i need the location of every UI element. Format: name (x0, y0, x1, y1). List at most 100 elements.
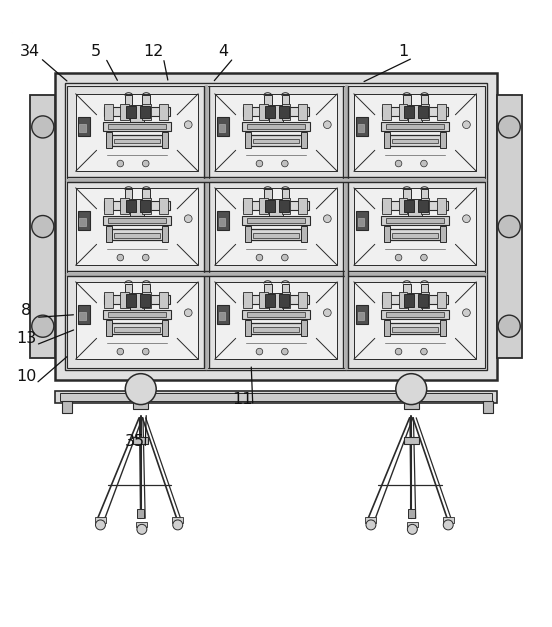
Bar (206, 85, 346, 179)
Bar (389, 323, 442, 334)
Bar (104, 292, 113, 308)
Bar (399, 292, 407, 308)
Bar (358, 218, 364, 226)
Circle shape (443, 520, 453, 530)
Bar (243, 292, 252, 308)
Bar (356, 305, 368, 324)
Bar (301, 226, 307, 242)
Bar (104, 107, 170, 116)
Bar (108, 218, 166, 223)
Circle shape (142, 255, 149, 261)
Bar (346, 273, 485, 367)
Bar (125, 283, 132, 295)
Bar (443, 517, 454, 523)
Bar (245, 320, 251, 336)
Bar (243, 107, 309, 116)
Circle shape (142, 348, 149, 355)
Bar (269, 293, 283, 312)
Bar (282, 198, 290, 214)
Bar (421, 189, 428, 201)
Bar (437, 104, 446, 120)
Bar (382, 295, 448, 304)
Bar (106, 132, 112, 148)
Bar (269, 199, 283, 218)
Bar (76, 188, 198, 265)
Bar (358, 124, 364, 132)
Bar (76, 94, 198, 171)
Circle shape (125, 374, 156, 404)
Bar (162, 226, 168, 242)
Text: 10: 10 (16, 369, 36, 384)
Bar (104, 198, 113, 214)
Bar (386, 218, 444, 223)
Bar (282, 292, 290, 308)
Bar (242, 310, 310, 319)
Bar (103, 310, 171, 319)
Bar (126, 295, 136, 307)
Circle shape (256, 161, 263, 167)
Bar (172, 517, 183, 523)
Bar (247, 124, 305, 129)
Bar (404, 201, 414, 213)
Bar (219, 312, 225, 320)
Bar (67, 179, 206, 273)
Bar (243, 198, 252, 214)
Bar (381, 122, 449, 131)
Bar (497, 95, 522, 357)
Bar (421, 283, 428, 295)
Text: 12: 12 (144, 44, 163, 59)
Circle shape (323, 215, 331, 223)
Circle shape (323, 309, 331, 317)
Bar (130, 293, 144, 312)
Bar (215, 188, 337, 265)
Bar (78, 211, 90, 229)
Bar (403, 189, 411, 201)
Bar (440, 320, 446, 336)
Bar (264, 283, 272, 295)
Bar (264, 189, 272, 201)
Bar (245, 132, 251, 148)
Bar (250, 229, 302, 240)
Bar (108, 124, 166, 129)
Bar (79, 124, 86, 132)
Circle shape (173, 520, 183, 530)
Bar (142, 189, 150, 201)
Bar (298, 292, 307, 308)
Bar (67, 273, 206, 367)
Bar (104, 104, 113, 120)
Circle shape (95, 520, 105, 530)
Bar (265, 201, 275, 213)
Circle shape (137, 524, 147, 534)
Bar (136, 522, 147, 527)
Circle shape (395, 255, 402, 261)
Bar (140, 107, 150, 119)
Text: 34: 34 (20, 44, 40, 59)
Bar (354, 282, 476, 359)
Bar (392, 233, 438, 238)
Circle shape (256, 348, 263, 355)
Bar (382, 201, 448, 210)
Bar (206, 273, 346, 367)
Bar (440, 226, 446, 242)
Circle shape (184, 121, 192, 129)
Circle shape (421, 255, 427, 261)
Bar (125, 95, 132, 107)
Text: 1: 1 (398, 44, 408, 59)
Circle shape (184, 215, 192, 223)
Bar (253, 139, 299, 144)
Circle shape (184, 309, 192, 317)
Bar (79, 218, 86, 226)
Bar (243, 104, 252, 120)
Bar (403, 283, 411, 295)
Bar (265, 295, 275, 307)
Bar (120, 292, 129, 308)
Circle shape (395, 348, 402, 355)
Bar (247, 218, 305, 223)
Bar (298, 104, 307, 120)
Bar (120, 198, 129, 214)
Bar (389, 229, 442, 240)
Bar (408, 293, 422, 312)
Circle shape (395, 161, 402, 167)
Circle shape (282, 255, 288, 261)
Bar (114, 139, 160, 144)
